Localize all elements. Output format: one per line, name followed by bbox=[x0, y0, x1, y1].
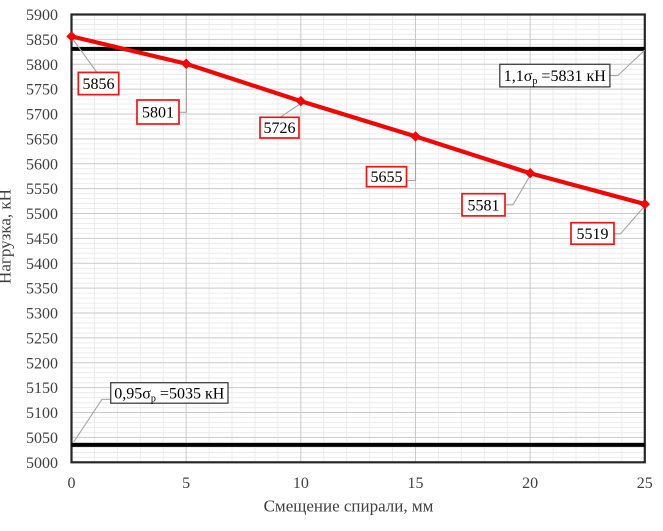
svg-text:5900: 5900 bbox=[26, 7, 58, 24]
svg-text:5581: 5581 bbox=[468, 197, 500, 214]
svg-text:20: 20 bbox=[522, 475, 538, 492]
svg-text:5000: 5000 bbox=[26, 455, 58, 472]
svg-text:5450: 5450 bbox=[26, 231, 58, 248]
svg-text:5400: 5400 bbox=[26, 256, 58, 273]
svg-text:5750: 5750 bbox=[26, 82, 58, 99]
svg-text:5700: 5700 bbox=[26, 107, 58, 124]
svg-text:Нагрузка, кН: Нагрузка, кН bbox=[0, 189, 15, 284]
svg-text:0: 0 bbox=[68, 475, 76, 492]
svg-text:10: 10 bbox=[293, 475, 309, 492]
svg-text:5856: 5856 bbox=[83, 76, 115, 93]
svg-text:5655: 5655 bbox=[371, 169, 403, 186]
svg-text:5850: 5850 bbox=[26, 32, 58, 49]
svg-text:25: 25 bbox=[637, 475, 653, 492]
svg-text:5726: 5726 bbox=[264, 120, 296, 137]
svg-text:5050: 5050 bbox=[26, 430, 58, 447]
svg-text:5: 5 bbox=[182, 475, 190, 492]
svg-text:5801: 5801 bbox=[142, 105, 174, 122]
svg-text:5200: 5200 bbox=[26, 355, 58, 372]
svg-text:5600: 5600 bbox=[26, 156, 58, 173]
svg-text:5350: 5350 bbox=[26, 281, 58, 298]
svg-text:5100: 5100 bbox=[26, 405, 58, 422]
svg-text:5300: 5300 bbox=[26, 306, 58, 323]
svg-text:15: 15 bbox=[407, 475, 423, 492]
svg-text:5519: 5519 bbox=[577, 226, 609, 243]
svg-text:5250: 5250 bbox=[26, 330, 58, 347]
svg-text:5650: 5650 bbox=[26, 131, 58, 148]
svg-text:1,1σр =5831 кН: 1,1σр =5831 кН bbox=[504, 68, 606, 87]
svg-text:5500: 5500 bbox=[26, 206, 58, 223]
svg-text:5800: 5800 bbox=[26, 57, 58, 74]
svg-text:0,95σр =5035 кН: 0,95σр =5035 кН bbox=[114, 385, 224, 404]
svg-text:5550: 5550 bbox=[26, 181, 58, 198]
svg-text:5150: 5150 bbox=[26, 380, 58, 397]
svg-text:Смещение спирали, мм: Смещение спирали, мм bbox=[264, 497, 434, 516]
